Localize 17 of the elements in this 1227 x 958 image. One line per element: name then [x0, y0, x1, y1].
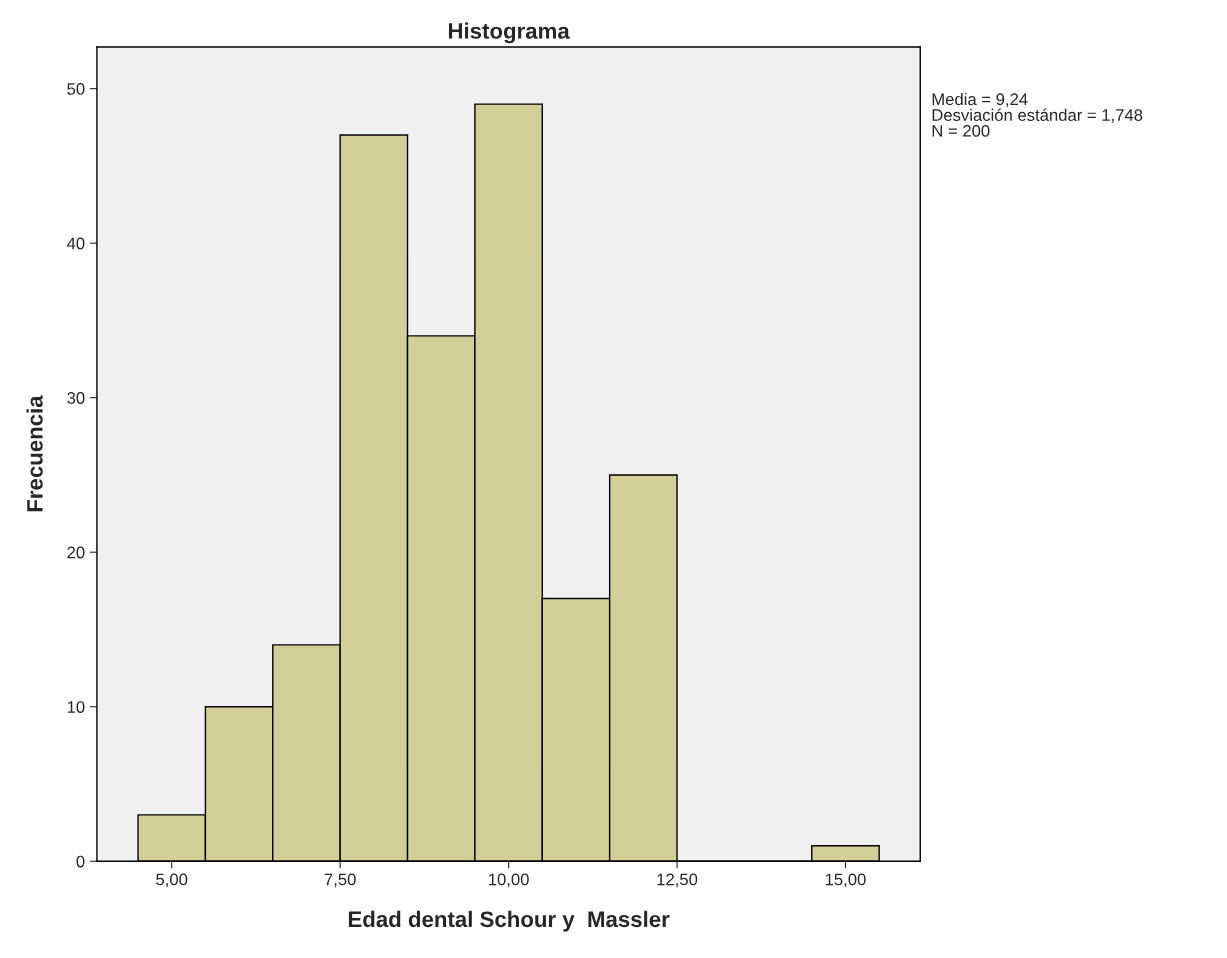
- y-axis-title: Frecuencia: [26, 395, 43, 512]
- chart-title: Histograma: [448, 22, 570, 44]
- text: N = 200: [932, 124, 990, 137]
- x-axis-title: Edad dental Schour y Massler: [348, 910, 670, 932]
- x-tick-label: 10,00: [489, 873, 529, 888]
- x-tick-label: 7,50: [324, 873, 356, 888]
- y-tick-label: 20: [67, 546, 85, 559]
- y-tick-label: 10: [67, 701, 85, 713]
- y-tick-label: 50: [67, 83, 85, 95]
- y-tick-label: 30: [67, 392, 85, 404]
- text: Media = 9,24: [932, 92, 1028, 108]
- y-tick-label: 0: [76, 855, 85, 868]
- x-tick-label: 5,00: [156, 873, 188, 888]
- text: Desviación estándar = 1,748: [932, 108, 1143, 123]
- y-tick-label: 40: [66, 237, 85, 250]
- x-tick-label: 15,00: [825, 873, 866, 888]
- x-tick-label: 12,50: [657, 873, 698, 888]
